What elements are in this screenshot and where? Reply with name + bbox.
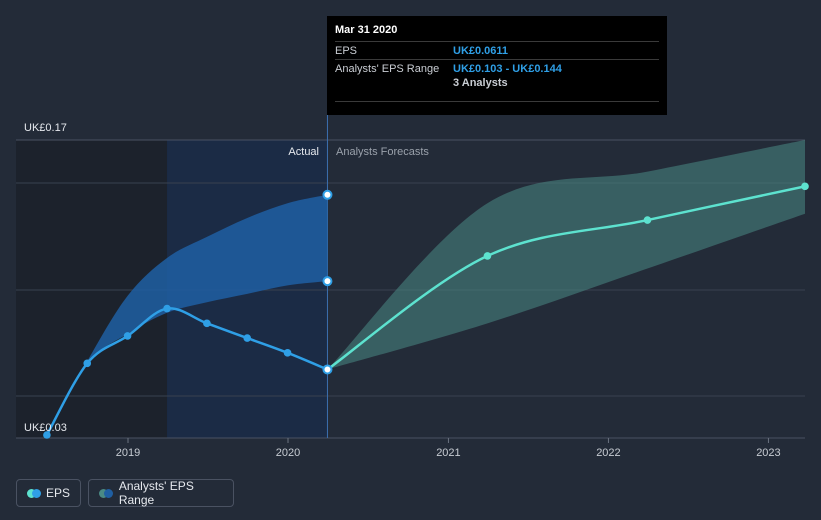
legend-range-toggle[interactable]: Analysts' EPS Range — [88, 479, 234, 507]
eps-actual-point — [163, 304, 171, 313]
legend-eps-toggle[interactable]: EPS — [16, 479, 81, 507]
x-tick-label: 2022 — [596, 447, 620, 459]
tooltip-range-label: Analysts' EPS Range — [335, 63, 440, 75]
eps-legend-icon — [27, 488, 41, 498]
eps-actual-point — [83, 359, 92, 368]
tooltip-eps-value: UK£0.0611 — [453, 45, 509, 57]
x-tick-label: 2021 — [436, 447, 460, 459]
eps-actual-point — [123, 332, 132, 340]
eps-actual-point — [203, 319, 211, 328]
tooltip-divider — [335, 101, 659, 102]
eps-forecast-line — [326, 185, 806, 371]
eps-forecast-point — [483, 252, 492, 260]
tooltip-range-value: UK£0.103 - UK£0.144 — [453, 63, 562, 75]
forecast-region-label: Analysts Forecasts — [336, 146, 429, 158]
tooltip-range-row: Analysts' EPS Range UK£0.103 - UK£0.144 — [335, 59, 659, 77]
range-high-marker — [322, 189, 333, 200]
forecast-range-band — [327, 140, 805, 370]
eps-actual-point — [283, 349, 292, 357]
x-tick-label: 2023 — [756, 447, 780, 459]
eps-forecast-point — [643, 216, 652, 224]
range-legend-icon — [99, 488, 113, 498]
tooltip-eps-label: EPS — [335, 45, 358, 57]
legend-range-label: Analysts' EPS Range — [118, 479, 194, 507]
legend-eps-label: EPS — [45, 486, 70, 500]
actual-range-band — [46, 194, 328, 435]
tooltip-analysts-count: 3 Analysts — [453, 77, 508, 89]
eps-actual-point — [43, 431, 51, 439]
hover-tooltip: Mar 31 2020 EPS UK£0.0611 Analysts' EPS … — [327, 16, 667, 115]
actual-region-label: Actual — [288, 146, 319, 158]
eps-forecast-point — [801, 182, 809, 191]
x-tick-label: 2020 — [276, 447, 300, 459]
eps-highlight-point — [322, 364, 333, 375]
y-axis-top-label: UK£0.17 — [24, 122, 67, 134]
eps-actual-point — [243, 334, 252, 342]
tooltip-date: Mar 31 2020 — [335, 24, 398, 36]
y-axis-bottom-label: UK£0.03 — [24, 422, 67, 434]
x-tick-label: 2019 — [116, 447, 140, 459]
range-low-marker — [322, 276, 333, 287]
tooltip-eps-row: EPS UK£0.0611 — [335, 41, 659, 59]
